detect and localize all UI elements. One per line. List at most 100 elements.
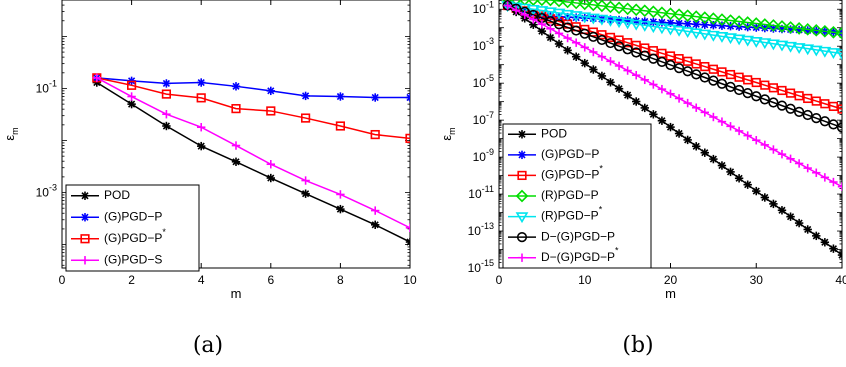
y-tick-label: 10-15 — [468, 258, 494, 275]
data-point — [632, 71, 641, 80]
data-point — [655, 6, 669, 20]
legend-entry: POD — [71, 188, 130, 202]
data-point — [537, 19, 547, 29]
data-point — [769, 145, 778, 154]
plot-area — [501, 0, 842, 260]
data-point — [371, 220, 380, 229]
data-point — [758, 38, 772, 50]
series-6 — [503, 1, 842, 191]
x-axis-label: m — [231, 286, 242, 301]
legend-marker — [80, 191, 90, 200]
data-point — [371, 93, 380, 102]
data-point — [820, 238, 830, 247]
data-point — [665, 51, 676, 61]
data-point — [597, 30, 607, 40]
legend-label: (G)PGD−P — [541, 147, 599, 161]
data-point — [760, 193, 770, 202]
data-point — [784, 41, 797, 53]
data-point — [266, 160, 275, 169]
data-point — [674, 129, 684, 138]
data-point — [683, 135, 692, 145]
x-tick-label: 10 — [578, 273, 592, 287]
data-point — [819, 116, 830, 127]
data-point — [605, 32, 616, 42]
data-point — [231, 104, 241, 114]
legend-marker — [517, 253, 527, 262]
data-point — [794, 91, 804, 101]
data-point — [715, 13, 729, 26]
data-point — [503, 1, 512, 10]
data-point — [579, 28, 590, 39]
data-point — [835, 49, 842, 61]
data-point — [681, 27, 695, 38]
data-point — [792, 22, 806, 35]
data-point — [589, 47, 598, 57]
chart-panel-a: 0 2 4 6 8 10 10-3 10-1 m εm POD (G)PGD−P (G)PGD−P* (G… — [2, 0, 417, 358]
series-line — [507, 4, 842, 188]
data-point — [606, 78, 615, 87]
data-point — [673, 63, 685, 74]
y-tick-label: 10-7 — [473, 110, 494, 127]
panel-label: (a) — [193, 333, 223, 358]
data-point — [820, 99, 830, 109]
data-point — [569, 0, 583, 10]
legend-label: POD — [541, 126, 567, 140]
data-point — [699, 72, 710, 83]
data-point — [809, 24, 823, 37]
data-point — [769, 199, 778, 209]
y-tick-label: 10-13 — [468, 221, 494, 238]
data-point — [709, 154, 718, 164]
data-point — [197, 123, 206, 132]
data-point — [733, 84, 745, 96]
y-tick-label: 10-11 — [468, 184, 494, 201]
data-point — [717, 67, 727, 77]
data-point — [785, 103, 796, 114]
data-point — [717, 117, 727, 126]
data-point — [231, 141, 241, 150]
data-point — [622, 44, 633, 55]
data-point — [743, 180, 752, 189]
data-point — [640, 75, 649, 85]
data-point — [818, 24, 832, 38]
data-point — [631, 47, 642, 58]
data-point — [768, 83, 778, 93]
legend-entry: POD — [508, 126, 567, 140]
series-0 — [92, 78, 410, 247]
data-point — [707, 12, 720, 25]
data-point — [706, 30, 720, 42]
data-point — [672, 8, 686, 22]
data-point — [527, 0, 540, 6]
data-point — [803, 93, 813, 104]
x-tick-label: 20 — [664, 273, 678, 287]
data-point — [162, 79, 171, 88]
data-point — [266, 173, 275, 183]
x-tick-label: 6 — [267, 273, 274, 287]
data-point — [231, 157, 241, 166]
data-point — [162, 121, 171, 131]
data-point — [612, 17, 626, 29]
data-point — [749, 17, 763, 30]
data-point — [698, 11, 712, 24]
data-point — [698, 29, 712, 41]
data-point — [588, 31, 599, 42]
data-point — [681, 9, 694, 22]
data-point — [734, 126, 744, 136]
data-point — [743, 131, 752, 140]
legend: POD (G)PGD−P (G)PGD−P* (G)PGD−S — [65, 184, 200, 272]
data-point — [370, 129, 380, 140]
data-point — [759, 94, 770, 105]
data-point — [801, 23, 815, 36]
data-point — [266, 106, 276, 116]
data-point — [92, 73, 101, 83]
data-point — [520, 10, 529, 20]
data-point — [835, 26, 842, 40]
data-point — [837, 182, 842, 191]
data-point — [725, 81, 736, 92]
data-point — [689, 28, 703, 40]
legend-entry: D−(G)PGD−P* — [508, 246, 619, 264]
data-point — [666, 89, 675, 98]
data-point — [837, 104, 842, 114]
data-point — [794, 218, 804, 228]
data-point — [529, 20, 538, 29]
data-point — [836, 122, 842, 133]
